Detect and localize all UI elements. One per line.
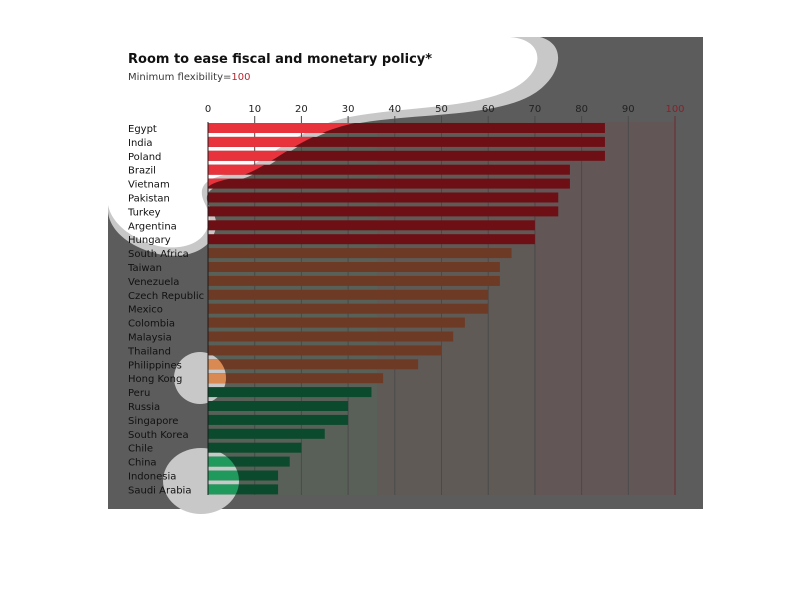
bar <box>208 428 325 439</box>
x-tick-label: 0 <box>205 104 211 115</box>
bar <box>208 359 419 370</box>
bar <box>208 303 489 314</box>
chart-title: Room to ease fiscal and monetary policy* <box>128 52 432 67</box>
bar <box>208 123 605 133</box>
bar <box>208 289 489 300</box>
bar <box>208 345 442 356</box>
bars <box>208 123 605 495</box>
x-tick-label: 60 <box>482 104 495 115</box>
band-high <box>535 122 675 495</box>
category-label: Brazil <box>128 166 156 177</box>
category-label: Russia <box>128 402 160 413</box>
category-label: Taiwan <box>127 263 162 274</box>
x-tick-label: 50 <box>435 104 448 115</box>
bar <box>208 136 605 147</box>
bar <box>208 248 512 259</box>
bar-highlight <box>208 456 239 467</box>
bar <box>208 442 302 453</box>
category-label: Pakistan <box>128 194 170 205</box>
category-label: South Africa <box>128 249 189 260</box>
spotlight-blob-inner <box>108 37 538 248</box>
bar <box>208 220 535 231</box>
category-label: South Korea <box>128 430 189 441</box>
bar <box>208 456 290 467</box>
bar <box>208 164 570 175</box>
bar-highlight <box>208 470 239 481</box>
category-label: Singapore <box>128 416 178 427</box>
x-tick-label: 20 <box>295 104 308 115</box>
chart-subtitle: Minimum flexibility=100 <box>128 72 251 83</box>
category-label: Saudi Arabia <box>128 485 191 496</box>
category-label: Colombia <box>128 319 175 330</box>
category-label: Hungary <box>128 235 171 246</box>
bar-highlight <box>208 359 226 370</box>
bar <box>208 192 559 203</box>
category-label: Vietnam <box>128 180 170 191</box>
category-label: Philippines <box>128 360 182 371</box>
chart-subtitle-value: 100 <box>231 72 250 83</box>
bar <box>208 206 559 217</box>
category-label: Mexico <box>128 305 163 316</box>
category-label: Malaysia <box>128 333 172 344</box>
x-tick-label: 90 <box>622 104 635 115</box>
category-labels: Egypt India Poland Brazil Vietnam Pakistan Tur… <box>127 124 204 496</box>
category-label: Argentina <box>128 221 177 232</box>
category-label: India <box>128 138 153 149</box>
category-label: Egypt <box>128 124 157 135</box>
category-label: Turkey <box>127 207 161 218</box>
category-label: Peru <box>128 388 150 399</box>
bar <box>208 373 384 384</box>
x-tick-label: 10 <box>248 104 261 115</box>
bar <box>208 484 279 495</box>
x-axis-ticks: 0 10 20 30 40 50 60 70 80 90 100 <box>205 104 685 115</box>
bar <box>208 317 465 328</box>
category-label: Thailand <box>127 346 171 357</box>
bar <box>208 150 605 161</box>
category-label: Indonesia <box>128 472 176 483</box>
x-tick-label: 40 <box>388 104 401 115</box>
category-label: China <box>128 458 157 469</box>
bar-highlight <box>208 373 226 384</box>
category-label: Hong Kong <box>128 374 182 385</box>
bar <box>208 234 535 245</box>
bar <box>208 262 500 272</box>
category-label: Poland <box>128 152 161 163</box>
bar-highlight <box>208 484 239 495</box>
bar <box>208 414 349 425</box>
bar <box>208 401 349 411</box>
x-tick-label: 100 <box>665 104 684 115</box>
category-label: Venezuela <box>128 277 179 288</box>
category-label: Czech Republic <box>128 291 204 302</box>
chart-subtitle-prefix: Minimum flexibility= <box>128 72 231 83</box>
x-tick-label: 70 <box>529 104 542 115</box>
x-tick-label: 80 <box>575 104 588 115</box>
category-label: Chile <box>128 444 153 455</box>
bar <box>208 331 454 342</box>
bar <box>208 178 570 189</box>
x-tick-label: 30 <box>342 104 355 115</box>
bar <box>208 275 500 286</box>
bar <box>208 470 279 481</box>
bar <box>208 387 372 398</box>
